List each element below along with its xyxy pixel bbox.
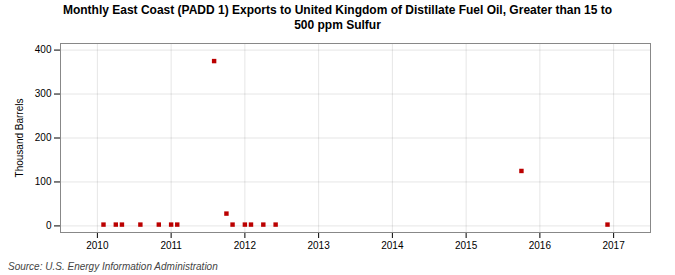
svg-text:Thousand Barrels: Thousand Barrels bbox=[14, 99, 25, 178]
svg-text:2017: 2017 bbox=[603, 240, 626, 251]
html-text:Source: U.S. Energy Informatio: Source: U.S. Energy Information Administ… bbox=[8, 261, 218, 272]
svg-text:100: 100 bbox=[35, 176, 52, 187]
svg-text:2015: 2015 bbox=[455, 240, 478, 251]
svg-text:2011: 2011 bbox=[160, 240, 182, 251]
svg-text:2014: 2014 bbox=[381, 240, 404, 251]
svg-text:300: 300 bbox=[35, 88, 52, 99]
svg-text:2010: 2010 bbox=[86, 240, 109, 251]
svg-text:200: 200 bbox=[35, 132, 52, 143]
svg-text:2013: 2013 bbox=[308, 240, 331, 251]
svg-text:2012: 2012 bbox=[234, 240, 257, 251]
svg-text:0: 0 bbox=[46, 220, 52, 231]
svg-text:2016: 2016 bbox=[529, 240, 552, 251]
svg-text:400: 400 bbox=[35, 44, 52, 55]
html-text:Monthly East Coast (PADD 1) Ex: Monthly East Coast (PADD 1) Exports to U… bbox=[62, 3, 613, 32]
